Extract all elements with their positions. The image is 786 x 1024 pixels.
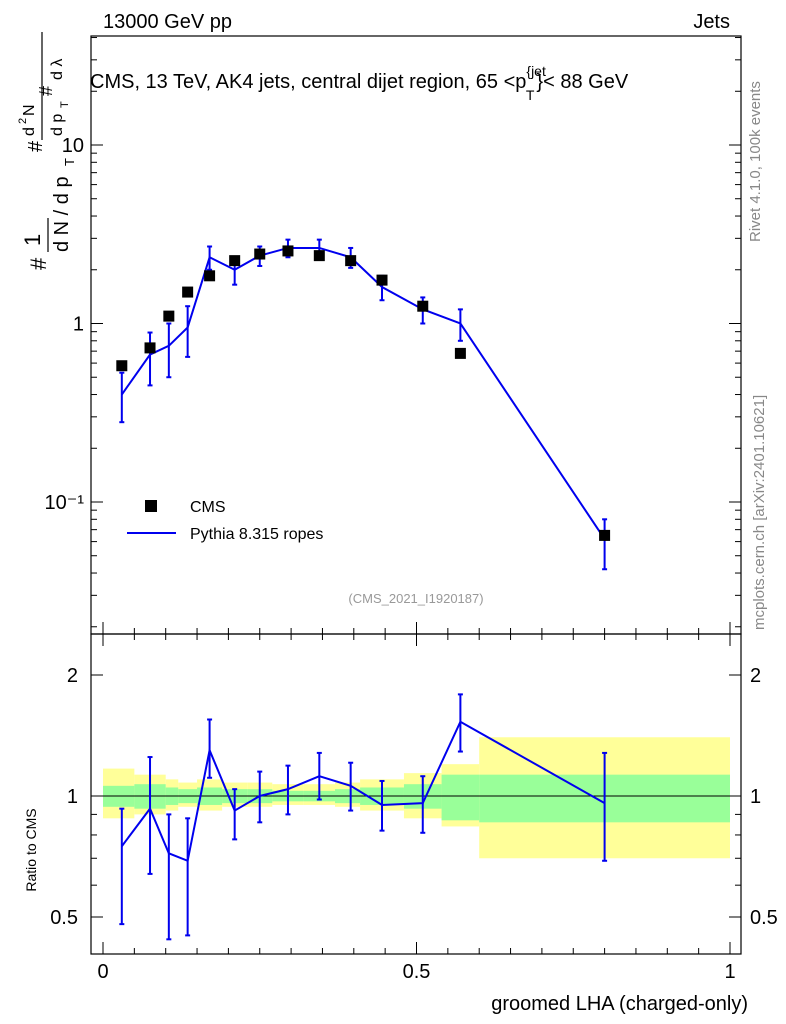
cms-data-point <box>182 286 194 298</box>
svg-text:#: # <box>26 257 51 270</box>
analysis-id-watermark: (CMS_2021_I1920187) <box>348 591 483 606</box>
chart-title: CMS, 13 TeV, AK4 jets, central dijet reg… <box>90 63 629 103</box>
legend-pythia-label: Pythia 8.315 ropes <box>190 526 323 543</box>
cms-data-point <box>163 310 175 322</box>
main-y-tick-label: 10⁻¹ <box>45 492 85 514</box>
main-y-tick-label: 10 <box>62 135 84 157</box>
cms-data-point <box>417 300 429 312</box>
svg-text:T: T <box>62 158 77 166</box>
chart-title-superscript: {jet <box>526 63 546 79</box>
svg-text:#: # <box>25 140 47 152</box>
svg-text:1: 1 <box>20 234 45 246</box>
x-axis-label: groomed LHA (charged-only) <box>491 993 748 1015</box>
svg-text:2: 2 <box>17 118 29 124</box>
header-jets-label: Jets <box>693 11 730 33</box>
x-tick-label: 1 <box>724 961 735 983</box>
cms-data-point <box>282 245 294 257</box>
x-tick-label: 0 <box>97 961 108 983</box>
cms-data-point <box>254 248 266 260</box>
ratio-y-tick-label-right: 1 <box>750 786 761 808</box>
mcplots-source-label: mcplots.cern.ch [arXiv:2401.10621] <box>751 395 768 630</box>
pythia-line <box>120 246 606 540</box>
main-y-tick-label: 1 <box>73 314 84 336</box>
header-energy-label: 13000 GeV pp <box>103 11 232 33</box>
chart-title-main: CMS, 13 TeV, AK4 jets, central dijet reg… <box>90 71 526 93</box>
axis-ticks: 0 0.5 1 10⁻¹ 1 10 0.5 0.5 1 1 2 2 <box>45 37 778 983</box>
x-tick-label: 0.5 <box>403 961 431 983</box>
svg-text:d N / d p: d N / d p <box>51 176 73 252</box>
cms-data-point <box>229 255 241 267</box>
ratio-y-tick-label: 2 <box>67 665 78 687</box>
svg-text:#: # <box>36 86 56 96</box>
cms-data-point <box>204 270 216 282</box>
main-y-axis-label: # 1 d N / d p T # d 2 N d p T # d λ <box>17 32 77 270</box>
ratio-y-tick-label-right: 0.5 <box>750 907 778 929</box>
svg-text:T: T <box>59 101 71 108</box>
cms-data-point <box>376 274 388 286</box>
cms-data-point <box>313 250 325 262</box>
svg-text:N: N <box>21 104 38 116</box>
ratio-inner-band-bin <box>441 774 480 821</box>
svg-text:d λ: d λ <box>49 59 66 80</box>
ratio-y-axis-label: Ratio to CMS <box>23 808 39 891</box>
ratio-plot-marks <box>119 693 608 941</box>
legend-cms-label: CMS <box>190 499 226 516</box>
ratio-y-tick-label-right: 2 <box>750 665 761 687</box>
ratio-y-tick-label: 1 <box>67 786 78 808</box>
chart-title-subscript: T <box>526 87 535 103</box>
cms-data-point <box>144 342 156 354</box>
svg-text:d p: d p <box>49 114 66 136</box>
cms-data-point <box>116 360 128 372</box>
cms-data-point <box>454 347 466 359</box>
cms-data-point <box>599 529 611 541</box>
chart-title-end: }< 88 GeV <box>536 71 628 93</box>
ratio-y-tick-label: 0.5 <box>50 907 78 929</box>
ratio-line <box>121 720 606 863</box>
legend: CMS Pythia 8.315 ropes <box>127 499 323 543</box>
rivet-version-label: Rivet 4.1.0, 100k events <box>747 81 764 242</box>
cms-data-point <box>345 255 357 267</box>
main-plot-marks <box>116 238 611 571</box>
legend-cms-marker <box>145 500 157 512</box>
svg-text:d: d <box>21 127 38 136</box>
